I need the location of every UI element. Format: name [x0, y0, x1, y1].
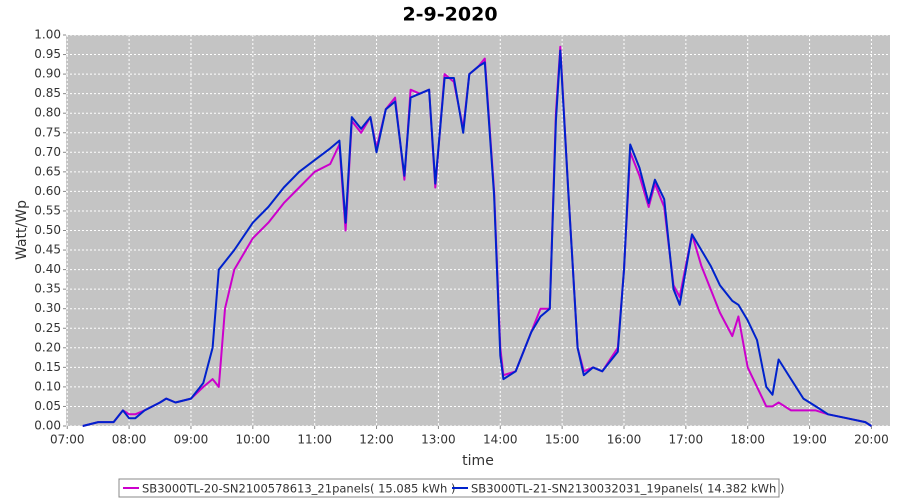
x-tick-label: 18:00	[730, 433, 765, 447]
y-tick-label: 0.25	[34, 321, 61, 335]
chart-title: 2-9-2020	[402, 4, 497, 26]
y-tick-label: 0.65	[34, 164, 61, 178]
x-tick-label: 15:00	[545, 433, 580, 447]
y-tick-label: 0.95	[34, 47, 61, 61]
y-tick-label: 1.00	[34, 28, 61, 42]
y-tick-label: 0.15	[34, 360, 61, 374]
y-tick-label: 0.85	[34, 86, 61, 100]
x-tick-label: 10:00	[236, 433, 271, 447]
x-tick-label: 14:00	[483, 433, 518, 447]
y-tick-label: 0.00	[34, 419, 61, 433]
y-tick-label: 0.90	[34, 67, 61, 81]
y-tick-label: 0.50	[34, 223, 61, 237]
legend-label: SB3000TL-20-SN2100578613_21panels( 15.08…	[142, 482, 455, 496]
y-tick-label: 0.55	[34, 203, 61, 217]
y-tick-label: 0.45	[34, 243, 61, 257]
y-tick-label: 0.70	[34, 145, 61, 159]
legend-label: SB3000TL-21-SN2130032031_19panels( 14.38…	[471, 482, 784, 496]
x-tick-label: 16:00	[607, 433, 642, 447]
x-tick-label: 17:00	[669, 433, 704, 447]
x-tick-label: 11:00	[297, 433, 332, 447]
y-tick-label: 0.60	[34, 184, 61, 198]
y-tick-label: 0.80	[34, 106, 61, 120]
x-tick-label: 07:00	[50, 433, 85, 447]
x-tick-label: 12:00	[359, 433, 394, 447]
x-tick-label: 19:00	[792, 433, 827, 447]
x-tick-label: 13:00	[421, 433, 456, 447]
legend	[118, 478, 780, 498]
y-axis-label: Watt/Wp	[14, 200, 30, 260]
y-tick-label: 0.35	[34, 282, 61, 296]
y-tick-label: 0.05	[34, 399, 61, 413]
x-axis-label: time	[462, 453, 494, 469]
y-tick-label: 0.75	[34, 125, 61, 139]
y-tick-label: 0.30	[34, 301, 61, 315]
x-tick-label: 20:00	[854, 433, 889, 447]
x-tick-label: 08:00	[112, 433, 147, 447]
series-line	[82, 49, 872, 427]
y-tick-label: 0.20	[34, 340, 61, 354]
y-tick-label: 0.40	[34, 262, 61, 276]
y-tick-label: 0.10	[34, 379, 61, 393]
x-tick-label: 09:00	[174, 433, 209, 447]
